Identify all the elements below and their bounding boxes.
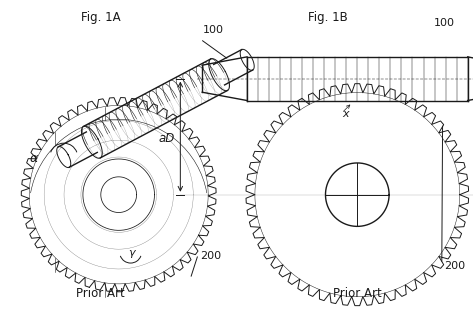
Text: Prior Art: Prior Art: [76, 287, 125, 300]
Text: Fig. 1A: Fig. 1A: [81, 11, 120, 24]
Text: 200: 200: [200, 251, 221, 261]
Text: aD: aD: [158, 132, 174, 145]
Text: x: x: [342, 109, 349, 119]
Text: 200: 200: [444, 261, 465, 271]
Text: α: α: [30, 152, 38, 165]
Text: Fig. 1B: Fig. 1B: [308, 11, 347, 24]
Text: Prior Art: Prior Art: [333, 287, 382, 300]
Text: 100: 100: [434, 18, 455, 28]
Text: γ: γ: [128, 248, 135, 258]
Text: 100: 100: [203, 25, 224, 35]
